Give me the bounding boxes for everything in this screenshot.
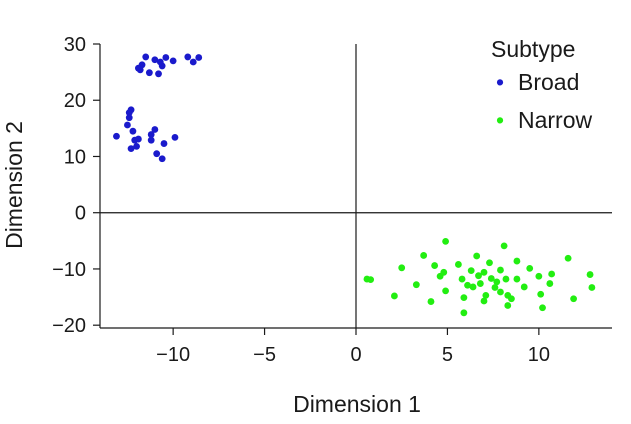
data-point-broad bbox=[145, 69, 153, 77]
x-axis-title: Dimension 1 bbox=[293, 391, 421, 417]
data-point-broad bbox=[147, 131, 155, 138]
reference-lines bbox=[100, 44, 612, 328]
data-point-narrow bbox=[367, 276, 375, 284]
legend-title: Subtype bbox=[491, 36, 575, 62]
y-axis-title: Dimension 2 bbox=[1, 121, 27, 249]
x-tick-label: −5 bbox=[253, 344, 276, 366]
data-point-narrow bbox=[539, 304, 546, 312]
data-point-narrow bbox=[455, 261, 462, 268]
data-point-narrow bbox=[497, 288, 504, 296]
data-point-narrow bbox=[473, 252, 481, 260]
data-point-broad bbox=[162, 54, 170, 61]
data-point-narrow bbox=[442, 287, 449, 295]
data-point-broad bbox=[158, 62, 166, 70]
series-narrow bbox=[363, 237, 596, 317]
data-point-broad bbox=[153, 150, 161, 158]
data-point-narrow bbox=[476, 280, 484, 287]
data-point-narrow bbox=[480, 268, 488, 276]
data-point-narrow bbox=[588, 284, 596, 291]
data-point-narrow bbox=[398, 264, 406, 272]
data-point-narrow bbox=[482, 291, 490, 299]
data-point-narrow bbox=[537, 290, 545, 298]
data-point-narrow bbox=[508, 295, 515, 303]
data-point-narrow bbox=[391, 292, 398, 300]
data-point-broad bbox=[113, 132, 120, 140]
y-tick-label: −10 bbox=[52, 259, 86, 281]
data-point-narrow bbox=[546, 280, 554, 287]
data-point-narrow bbox=[427, 298, 435, 305]
data-point-broad bbox=[142, 53, 150, 61]
data-point-narrow bbox=[497, 266, 504, 274]
y-tick-label: 30 bbox=[64, 34, 86, 56]
y-axis: −20 −10 0 10 20 30 bbox=[52, 34, 101, 337]
data-point-broad bbox=[125, 109, 133, 117]
y-tick-label: 10 bbox=[64, 146, 86, 168]
data-point-broad bbox=[195, 54, 203, 61]
data-point-broad bbox=[151, 56, 159, 64]
data-point-broad bbox=[169, 57, 177, 65]
x-tick-label: 10 bbox=[528, 344, 550, 366]
data-point-broad bbox=[158, 155, 166, 163]
data-point-broad bbox=[135, 64, 142, 72]
data-point-broad bbox=[171, 133, 179, 141]
data-point-narrow bbox=[500, 242, 508, 250]
legend-label-broad: Broad bbox=[518, 69, 579, 95]
data-point-broad bbox=[189, 58, 197, 66]
legend-marker-broad: • bbox=[496, 69, 504, 95]
legend-marker-narrow: • bbox=[496, 107, 504, 133]
data-point-narrow bbox=[475, 272, 482, 280]
data-point-broad bbox=[124, 121, 131, 129]
data-point-narrow bbox=[526, 264, 534, 272]
data-point-narrow bbox=[535, 272, 543, 280]
x-tick-label: 0 bbox=[350, 344, 361, 366]
data-point-narrow bbox=[458, 275, 466, 283]
data-point-broad bbox=[127, 145, 135, 153]
data-point-broad bbox=[135, 135, 142, 143]
data-point-narrow bbox=[493, 278, 501, 286]
data-point-narrow bbox=[491, 284, 499, 291]
data-point-narrow bbox=[513, 275, 521, 283]
data-point-narrow bbox=[440, 268, 448, 276]
data-point-narrow bbox=[442, 237, 449, 245]
data-point-narrow bbox=[504, 302, 512, 309]
y-tick-label: −20 bbox=[52, 315, 86, 337]
data-point-narrow bbox=[570, 295, 577, 303]
data-point-narrow bbox=[460, 309, 468, 317]
data-point-narrow bbox=[564, 254, 572, 262]
data-point-narrow bbox=[467, 267, 475, 275]
data-point-broad bbox=[151, 126, 159, 133]
data-point-narrow bbox=[502, 275, 510, 283]
data-point-narrow bbox=[431, 262, 439, 269]
legend: Subtype • Broad • Narrow bbox=[491, 36, 593, 133]
data-point-narrow bbox=[586, 271, 594, 278]
legend-label-narrow: Narrow bbox=[518, 107, 593, 133]
x-tick-label: 5 bbox=[442, 344, 453, 366]
data-point-broad bbox=[133, 142, 140, 150]
data-point-broad bbox=[155, 70, 162, 78]
data-point-broad bbox=[160, 140, 168, 147]
y-tick-label: 20 bbox=[64, 90, 86, 112]
data-point-narrow bbox=[420, 252, 428, 259]
data-point-narrow bbox=[469, 283, 477, 291]
data-point-narrow bbox=[548, 270, 556, 278]
data-point-narrow bbox=[480, 297, 488, 305]
data-point-narrow bbox=[464, 281, 471, 289]
data-point-broad bbox=[125, 114, 133, 122]
data-point-broad bbox=[129, 127, 137, 135]
data-point-narrow bbox=[513, 257, 521, 265]
data-points bbox=[113, 53, 596, 317]
data-point-narrow bbox=[412, 281, 420, 289]
data-point-narrow bbox=[486, 259, 493, 267]
data-point-broad bbox=[147, 136, 155, 144]
data-point-narrow bbox=[487, 275, 495, 282]
y-tick-label: 0 bbox=[75, 203, 86, 225]
data-point-broad bbox=[184, 53, 192, 61]
x-axis: −10 −5 0 5 10 bbox=[100, 327, 612, 366]
series-broad bbox=[113, 53, 203, 163]
data-point-narrow bbox=[460, 294, 468, 302]
data-point-narrow bbox=[520, 283, 528, 291]
x-tick-label: −10 bbox=[156, 344, 190, 366]
